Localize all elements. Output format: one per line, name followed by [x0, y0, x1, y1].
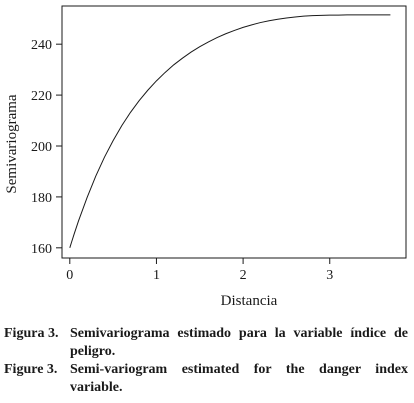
figure-caption-english: Figure 3. Semi-variogram estimated for t… — [4, 361, 408, 397]
y-tick-label: 200 — [31, 140, 52, 155]
plot-frame — [61, 5, 407, 259]
x-tick-label: 0 — [66, 268, 73, 283]
y-tick-label: 180 — [31, 191, 52, 206]
x-tick-label: 2 — [240, 268, 247, 283]
y-tick-label: 240 — [31, 38, 52, 53]
y-tick-label: 160 — [31, 242, 52, 257]
x-axis: 0 1 2 3 — [66, 258, 333, 283]
caption-label-en: Figure 3. — [4, 362, 58, 377]
x-axis-title: Distancia — [221, 293, 278, 309]
x-tick-label: 1 — [153, 268, 160, 283]
semivariogram-chart: 0 1 2 3 160 180 200 220 240 Distancia Semivario… — [4, 5, 407, 309]
y-axis-title: Semivariograma — [4, 94, 20, 193]
caption-text-es: Semivariograma estimado para la variable… — [70, 326, 408, 359]
caption-label-es: Figura 3. — [4, 326, 59, 341]
semivariogram-line — [69, 14, 391, 248]
y-tick-label: 220 — [31, 89, 52, 104]
x-tick-label: 3 — [326, 268, 333, 283]
figure-caption-spanish: Figura 3. Semivariograma estimado para l… — [4, 325, 408, 361]
y-axis: 160 180 200 220 240 — [31, 38, 62, 257]
caption-text-en: Semi-variogram estimated for the danger … — [70, 362, 408, 395]
